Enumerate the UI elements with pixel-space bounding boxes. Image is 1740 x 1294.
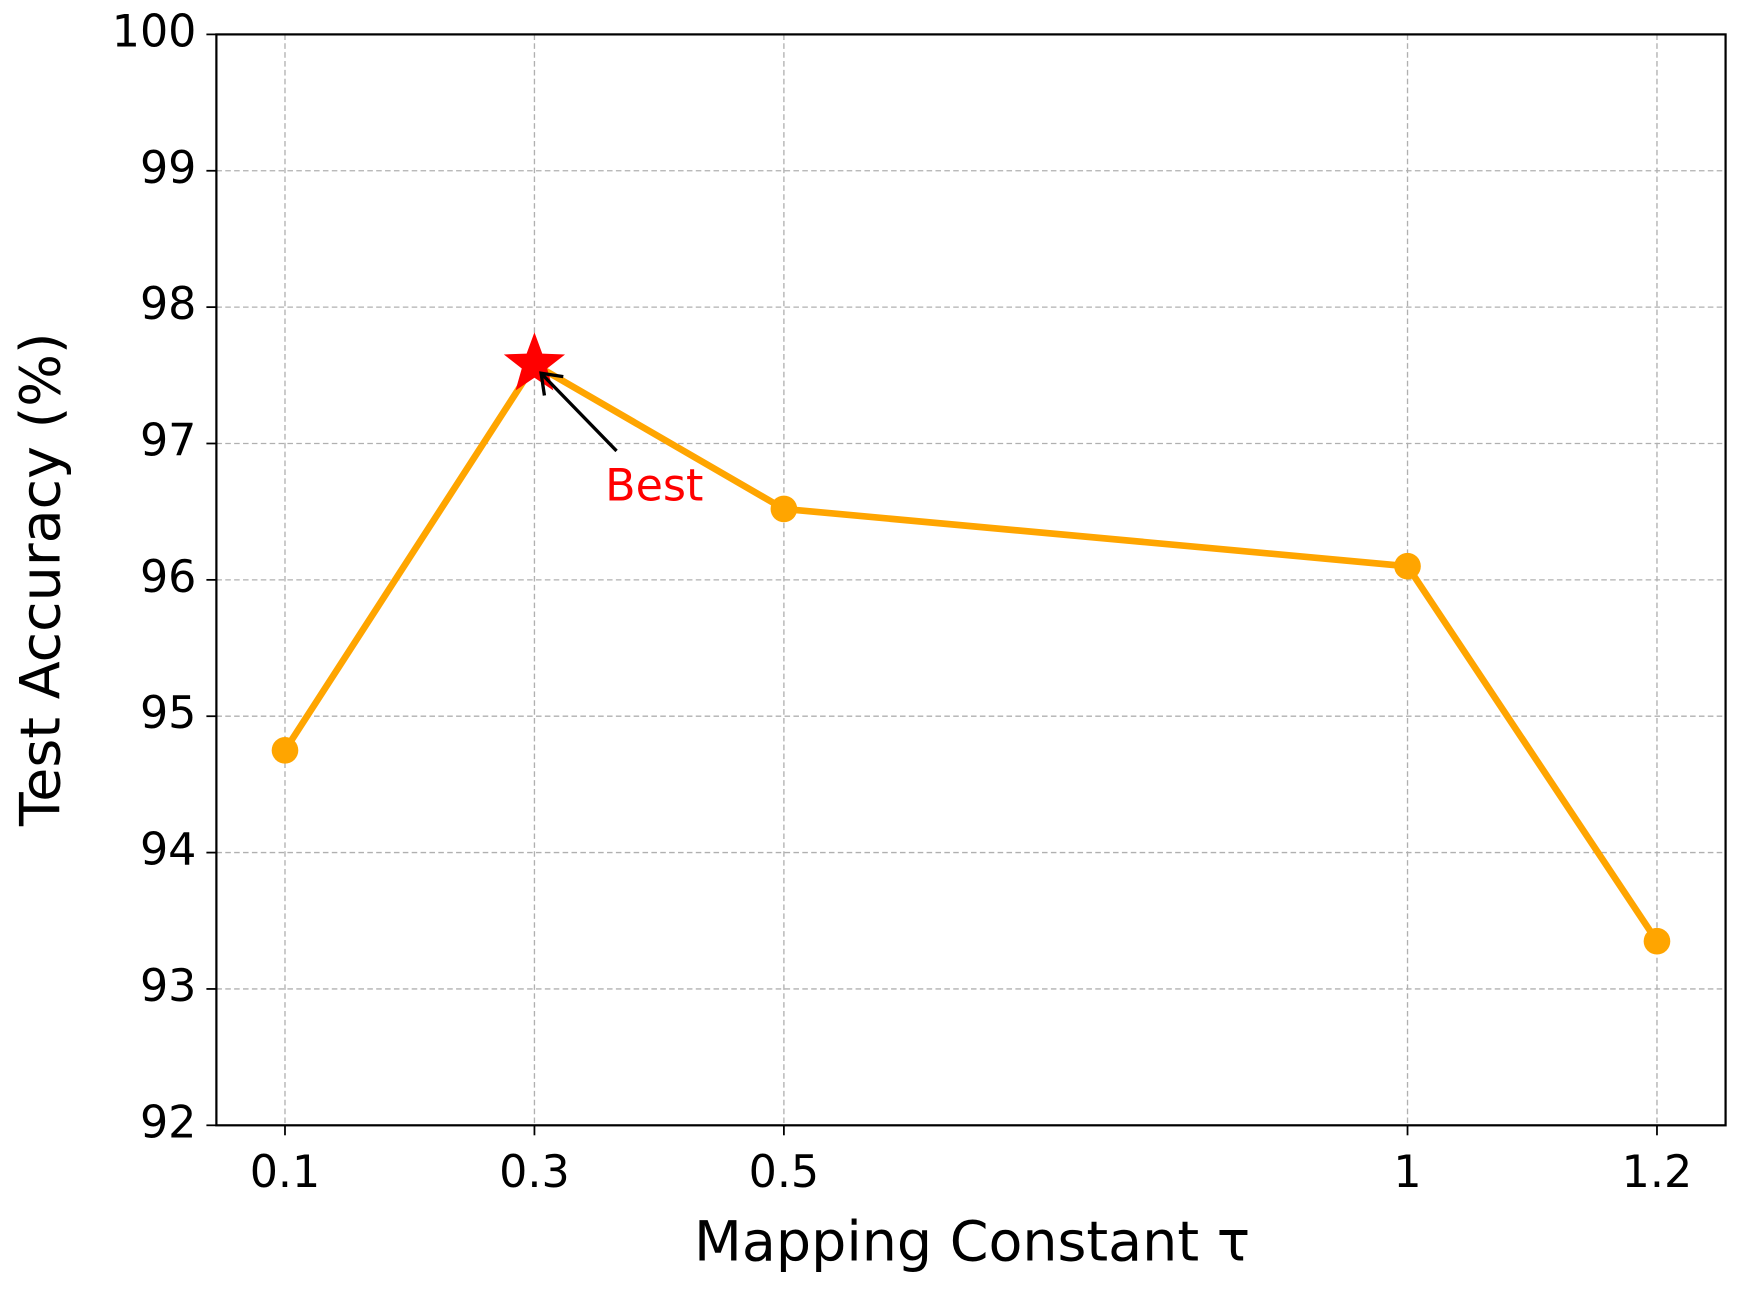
plot-frame xyxy=(215,33,1727,1127)
x-tick-label: 1.2 xyxy=(1622,1147,1693,1198)
y-tick-label: 99 xyxy=(140,143,196,194)
y-tick-label: 100 xyxy=(112,6,197,57)
x-tick-label: 0.5 xyxy=(749,1147,820,1198)
x-tick-label: 0.1 xyxy=(250,1147,321,1198)
y-tick-label: 98 xyxy=(140,279,196,330)
annotation-text: Best xyxy=(605,461,703,512)
y-tick-label: 95 xyxy=(140,688,196,739)
y-tick-label: 96 xyxy=(140,552,196,603)
x-tick-label: 1 xyxy=(1393,1147,1421,1198)
y-tick-label: 97 xyxy=(140,415,196,466)
x-tick-label: 0.3 xyxy=(499,1147,570,1198)
y-tick-label: 93 xyxy=(140,961,196,1012)
annotation-arrow xyxy=(539,372,618,453)
best-marker xyxy=(503,332,566,391)
annotation-arrowhead xyxy=(539,371,564,396)
x-axis-label: Mapping Constant τ xyxy=(694,1210,1250,1274)
y-axis-label: Test Accuracy (%) xyxy=(10,332,74,827)
point xyxy=(1394,552,1421,580)
point xyxy=(770,495,798,523)
point xyxy=(271,736,299,764)
y-tick-label: 94 xyxy=(140,825,196,876)
y-tick-label: 92 xyxy=(140,1097,196,1148)
point xyxy=(1643,927,1671,955)
series-line xyxy=(282,361,1660,944)
